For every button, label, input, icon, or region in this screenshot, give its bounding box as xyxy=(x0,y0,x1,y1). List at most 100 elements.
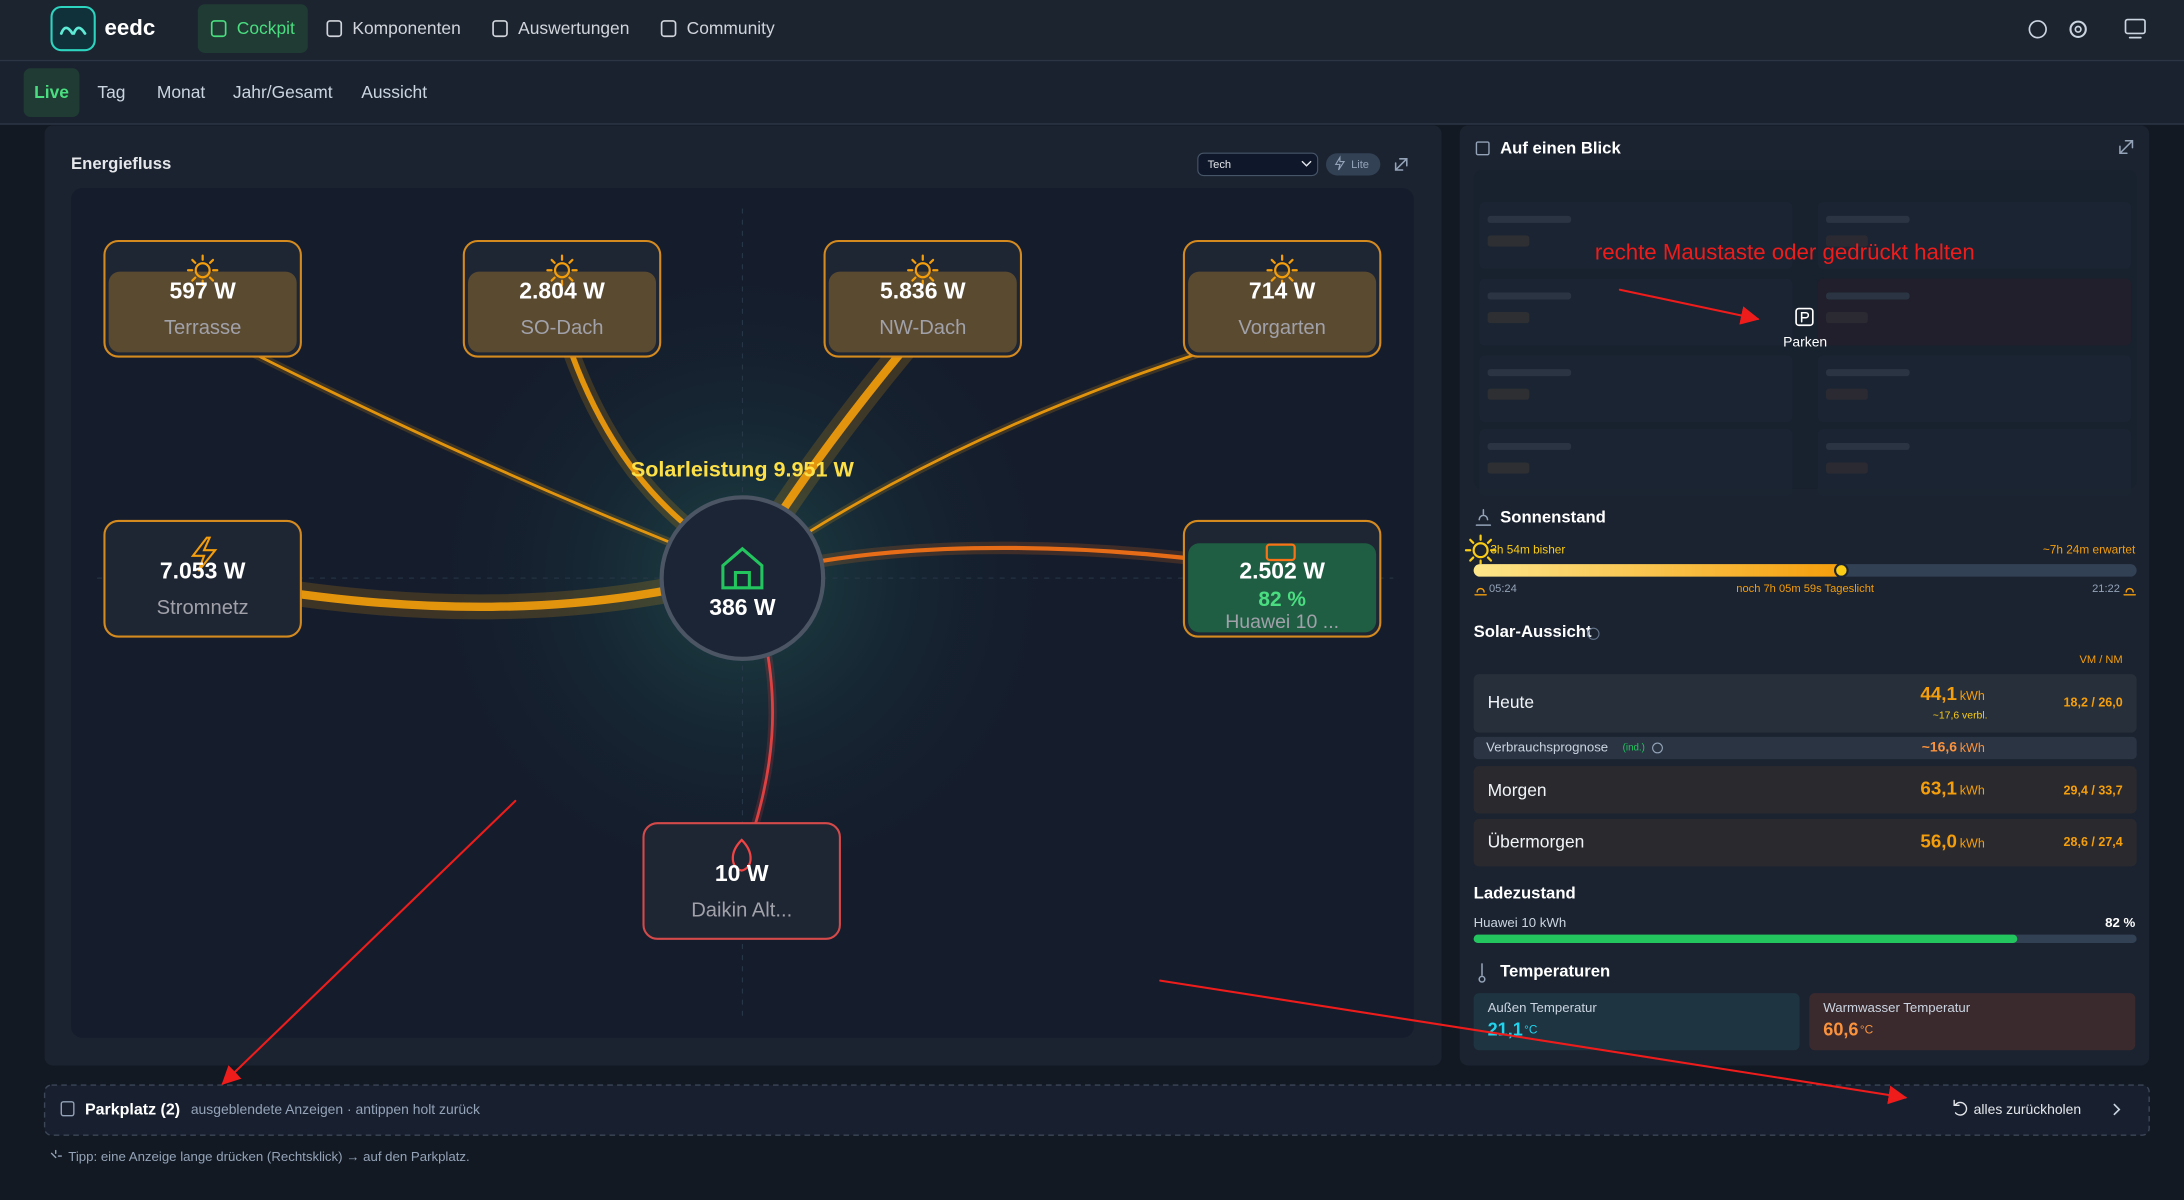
forecast-remaining: ~17,6 verbl. xyxy=(1933,711,1988,722)
thermometer-icon xyxy=(1478,963,1486,983)
glance-icon xyxy=(1475,141,1490,156)
battery-icon xyxy=(1265,543,1296,562)
blurred-value xyxy=(1487,462,1530,474)
node-value: 7.053 W xyxy=(160,558,246,584)
sun-icon xyxy=(914,262,931,279)
blurred-value xyxy=(1826,462,1868,474)
sun-rays xyxy=(186,254,219,286)
forecast-unit: kWh xyxy=(1960,836,1985,850)
node-label: Vorgarten xyxy=(1238,317,1326,339)
nav-item[interactable]: Komponenten xyxy=(352,18,460,38)
forecast-unit: kWh xyxy=(1960,783,1985,797)
lite-icon xyxy=(1334,155,1346,171)
flow-line xyxy=(200,325,726,566)
nav-icon xyxy=(492,20,508,38)
tab[interactable]: Jahr/Gesamt xyxy=(233,82,333,102)
section-title: Solar-Aussicht xyxy=(1474,622,1592,641)
parking-bar[interactable] xyxy=(43,1084,2150,1136)
forecast-row xyxy=(1473,819,2137,867)
tab[interactable]: Tag xyxy=(97,82,125,102)
sun-elapsed: 3h 54m bisher xyxy=(1490,542,1565,556)
panel-title: Energiefluss xyxy=(71,154,171,173)
sun-icon xyxy=(1274,262,1291,279)
node-value: 5.836 W xyxy=(880,278,966,304)
node-label: Stromnetz xyxy=(157,597,249,619)
lite-label: Lite xyxy=(1351,159,1369,171)
forecast-value: 56,0 xyxy=(1920,831,1957,852)
blurred-value xyxy=(1487,235,1530,247)
sun-marker xyxy=(1834,563,1849,578)
tab[interactable]: Aussicht xyxy=(361,82,427,102)
help-icon xyxy=(2028,20,2047,39)
info-icon xyxy=(1652,742,1663,754)
sub-nav xyxy=(0,61,2184,124)
sun-expected: ~7h 24m erwartet xyxy=(2043,542,2136,556)
forecast-day: Heute xyxy=(1488,692,1534,712)
sun-rays xyxy=(1464,534,1497,566)
node-label: Daikin Alt... xyxy=(691,899,792,921)
sun-icon xyxy=(194,262,211,279)
sun-rays xyxy=(907,254,939,286)
forecast-row xyxy=(1473,766,2137,814)
soc-fill xyxy=(1473,934,2018,943)
node-label: NW-Dach xyxy=(879,317,966,339)
blurred-value xyxy=(1826,235,1868,247)
node-value: 597 W xyxy=(169,278,236,304)
daylight-remaining: noch 7h 05m 59s Tageslicht xyxy=(1736,583,1875,595)
node-value: 2.804 W xyxy=(519,278,605,304)
nav-item[interactable]: Cockpit xyxy=(237,18,295,38)
blurred-text xyxy=(1487,369,1572,377)
blurred-value xyxy=(1826,388,1868,400)
node-value: 10 W xyxy=(715,860,769,886)
expand-icon xyxy=(2119,139,2134,155)
mode-select[interactable] xyxy=(1197,152,1319,177)
section-title: Sonnenstand xyxy=(1500,508,1606,527)
consumption-value: ~16,6 xyxy=(1922,739,1957,755)
logo-icon xyxy=(50,5,96,52)
blurred-text xyxy=(1826,442,1910,450)
flow-node xyxy=(103,519,302,638)
consumption-row xyxy=(1473,736,2137,760)
annotation-arrow xyxy=(221,799,517,1085)
sun-rays xyxy=(546,254,578,286)
sunrise: 05:24 xyxy=(1489,583,1517,595)
blurred-text xyxy=(1826,292,1910,300)
bolt-icon xyxy=(190,536,218,572)
node-soc: 82 % xyxy=(1258,588,1306,611)
blurred-text xyxy=(1487,215,1572,223)
chevron xyxy=(2113,1103,2121,1116)
sun-icon xyxy=(553,262,571,279)
sunset-icon xyxy=(2123,587,2136,596)
tab[interactable]: Monat xyxy=(157,82,206,102)
consumption-unit: kWh xyxy=(1960,741,1985,755)
nav-icon xyxy=(210,20,227,38)
park-icon xyxy=(1795,307,1814,327)
sunset: 21:22 xyxy=(2092,583,2120,595)
tab-active-bg xyxy=(23,68,80,118)
house-node xyxy=(659,495,826,661)
consumption-tag: (ind.) xyxy=(1623,743,1645,754)
temperature-unit: °C xyxy=(1860,1023,1874,1037)
tab[interactable]: Live xyxy=(34,82,69,102)
sun-icon xyxy=(1472,542,1489,559)
parking-title: Parkplatz (2) xyxy=(85,1101,180,1118)
battery-name: Huawei 10 kWh xyxy=(1474,915,1567,930)
temperature-label: Außen Temperatur xyxy=(1488,1000,1598,1015)
restore-button[interactable]: alles zurückholen xyxy=(1974,1101,2081,1117)
temperature-card xyxy=(1473,993,1800,1051)
blurred-text xyxy=(1826,369,1910,377)
park-icon-p xyxy=(1800,311,1810,323)
column-header: VM / NM xyxy=(2079,654,2122,666)
battery-soc: 82 % xyxy=(2105,915,2135,930)
tip-icon xyxy=(50,1149,62,1159)
temperature-unit: °C xyxy=(1524,1023,1538,1037)
sunrise-icon xyxy=(1474,587,1487,596)
logo-mark xyxy=(59,26,87,35)
nav-item[interactable]: Auswertungen xyxy=(518,18,629,38)
nav-item[interactable]: Community xyxy=(687,18,775,38)
forecast-unit: kWh xyxy=(1960,689,1985,703)
temperature-label: Warmwasser Temperatur xyxy=(1823,1000,1971,1015)
annotation: rechte Maustaste oder gedrückt halten xyxy=(1595,239,1975,264)
annotation-arrow xyxy=(1618,288,1760,325)
blurred-text xyxy=(1826,215,1910,223)
